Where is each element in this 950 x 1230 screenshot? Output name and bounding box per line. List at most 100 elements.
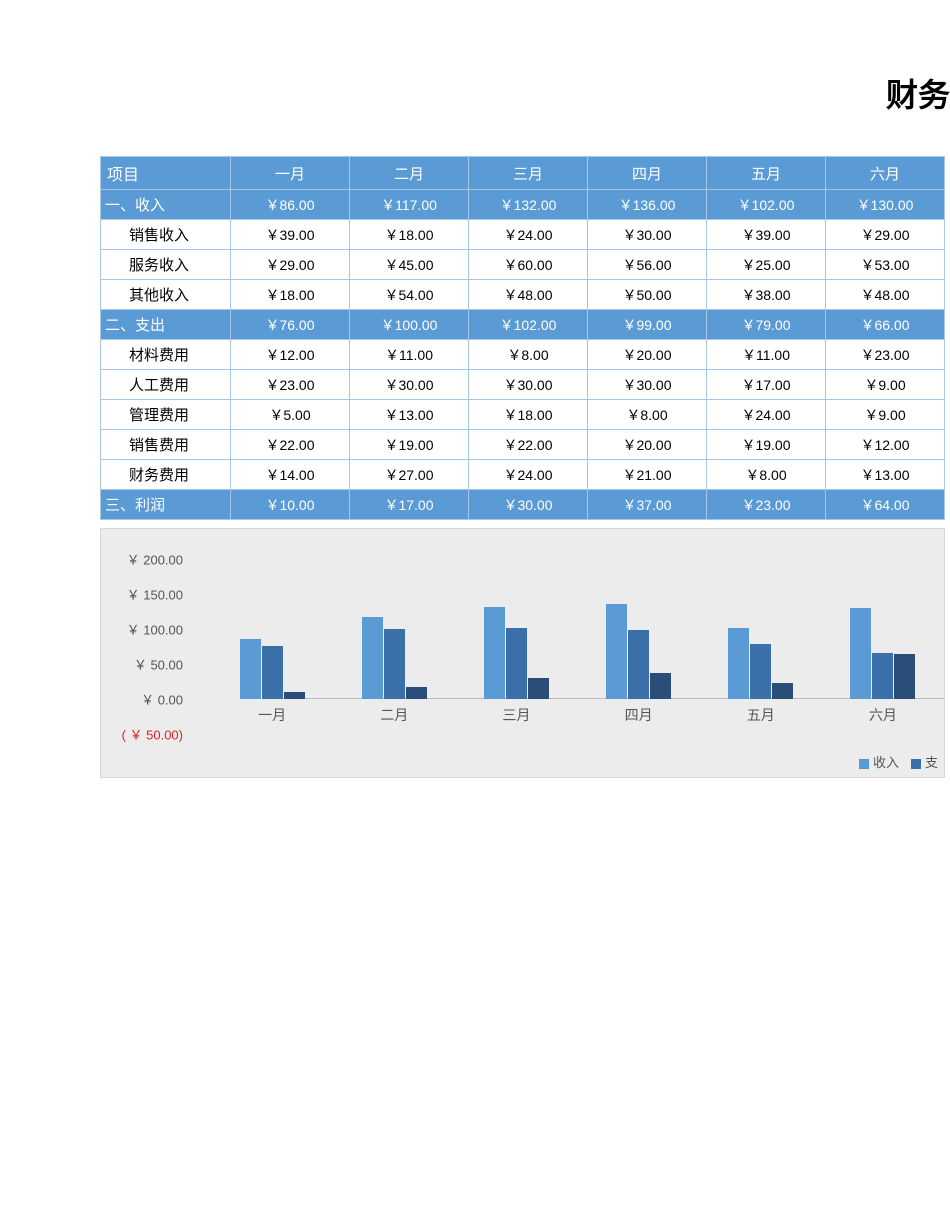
page-title: 财务 bbox=[100, 70, 950, 116]
row-value: ￥18.00 bbox=[231, 280, 350, 310]
section-total: ￥130.00 bbox=[826, 190, 945, 220]
table-header-month: 一月 bbox=[231, 157, 350, 190]
row-value: ￥30.00 bbox=[588, 220, 707, 250]
bar-group bbox=[211, 604, 333, 699]
y-axis-tick: ￥ 150.00 bbox=[127, 585, 183, 604]
financial-table: 项目一月二月三月四月五月六月 一、收入￥86.00￥117.00￥132.00￥… bbox=[100, 156, 945, 520]
legend-item: 支 bbox=[911, 752, 938, 771]
table-row: 其他收入￥18.00￥54.00￥48.00￥50.00￥38.00￥48.00 bbox=[101, 280, 945, 310]
chart-bar bbox=[362, 617, 383, 699]
chart-bar bbox=[850, 608, 871, 699]
row-value: ￥19.00 bbox=[707, 430, 826, 460]
section-total: ￥17.00 bbox=[350, 490, 469, 520]
row-value: ￥48.00 bbox=[826, 280, 945, 310]
bar-group bbox=[700, 604, 822, 699]
section-total: ￥76.00 bbox=[231, 310, 350, 340]
x-axis-label: 三月 bbox=[455, 705, 577, 725]
row-value: ￥30.00 bbox=[588, 370, 707, 400]
row-value: ￥9.00 bbox=[826, 370, 945, 400]
row-value: ￥9.00 bbox=[826, 400, 945, 430]
chart-bar bbox=[484, 607, 505, 699]
chart-bar bbox=[528, 678, 549, 699]
section-total: ￥99.00 bbox=[588, 310, 707, 340]
row-label: 管理费用 bbox=[101, 400, 231, 430]
chart-bar bbox=[262, 646, 283, 699]
table-header-month: 六月 bbox=[826, 157, 945, 190]
row-value: ￥5.00 bbox=[231, 400, 350, 430]
chart-bar bbox=[894, 654, 915, 699]
section-total: ￥37.00 bbox=[588, 490, 707, 520]
row-value: ￥39.00 bbox=[707, 220, 826, 250]
x-axis-label: 六月 bbox=[822, 705, 944, 725]
bar-group bbox=[333, 604, 455, 699]
row-value: ￥20.00 bbox=[588, 430, 707, 460]
row-value: ￥22.00 bbox=[231, 430, 350, 460]
row-value: ￥23.00 bbox=[826, 340, 945, 370]
table-header-month: 二月 bbox=[350, 157, 469, 190]
chart-bar bbox=[284, 692, 305, 699]
section-total: ￥64.00 bbox=[826, 490, 945, 520]
row-value: ￥60.00 bbox=[469, 250, 588, 280]
section-total: ￥30.00 bbox=[469, 490, 588, 520]
chart-bar bbox=[872, 653, 893, 699]
chart-legend: 收入支 bbox=[859, 752, 938, 771]
table-header-month: 三月 bbox=[469, 157, 588, 190]
table-header-month: 四月 bbox=[588, 157, 707, 190]
row-value: ￥12.00 bbox=[826, 430, 945, 460]
row-value: ￥24.00 bbox=[469, 460, 588, 490]
row-value: ￥13.00 bbox=[826, 460, 945, 490]
row-value: ￥30.00 bbox=[350, 370, 469, 400]
section-row-income: 一、收入￥86.00￥117.00￥132.00￥136.00￥102.00￥1… bbox=[101, 190, 945, 220]
row-label: 其他收入 bbox=[101, 280, 231, 310]
y-axis-tick: ￥ 200.00 bbox=[127, 550, 183, 569]
legend-swatch bbox=[911, 759, 921, 769]
section-total: ￥117.00 bbox=[350, 190, 469, 220]
row-label: 服务收入 bbox=[101, 250, 231, 280]
table-row: 人工费用￥23.00￥30.00￥30.00￥30.00￥17.00￥9.00 bbox=[101, 370, 945, 400]
row-value: ￥21.00 bbox=[588, 460, 707, 490]
row-value: ￥18.00 bbox=[469, 400, 588, 430]
y-axis-tick: ￥ 0.00 bbox=[141, 690, 183, 709]
row-value: ￥11.00 bbox=[707, 340, 826, 370]
chart-bar bbox=[728, 628, 749, 699]
row-label: 人工费用 bbox=[101, 370, 231, 400]
chart-bar bbox=[628, 630, 649, 699]
section-row-expense: 二、支出￥76.00￥100.00￥102.00￥99.00￥79.00￥66.… bbox=[101, 310, 945, 340]
x-axis-label: 二月 bbox=[333, 705, 455, 725]
section-total: ￥66.00 bbox=[826, 310, 945, 340]
row-value: ￥18.00 bbox=[350, 220, 469, 250]
section-row-profit: 三、利润￥10.00￥17.00￥30.00￥37.00￥23.00￥64.00 bbox=[101, 490, 945, 520]
x-axis-label: 一月 bbox=[211, 705, 333, 725]
row-value: ￥17.00 bbox=[707, 370, 826, 400]
chart-bar bbox=[406, 687, 427, 699]
section-total: ￥86.00 bbox=[231, 190, 350, 220]
section-label: 二、支出 bbox=[101, 310, 231, 340]
row-value: ￥19.00 bbox=[350, 430, 469, 460]
financial-bar-chart: ￥ 200.00￥ 150.00￥ 100.00￥ 50.00￥ 0.00( ￥… bbox=[100, 528, 945, 778]
row-label: 财务费用 bbox=[101, 460, 231, 490]
chart-bar bbox=[240, 639, 261, 699]
y-axis-tick: ￥ 50.00 bbox=[134, 655, 183, 674]
chart-bar bbox=[506, 628, 527, 699]
table-row: 服务收入￥29.00￥45.00￥60.00￥56.00￥25.00￥53.00 bbox=[101, 250, 945, 280]
row-value: ￥45.00 bbox=[350, 250, 469, 280]
table-row: 财务费用￥14.00￥27.00￥24.00￥21.00￥8.00￥13.00 bbox=[101, 460, 945, 490]
row-value: ￥8.00 bbox=[588, 400, 707, 430]
row-value: ￥20.00 bbox=[588, 340, 707, 370]
row-value: ￥13.00 bbox=[350, 400, 469, 430]
row-value: ￥11.00 bbox=[350, 340, 469, 370]
section-total: ￥79.00 bbox=[707, 310, 826, 340]
chart-bar bbox=[650, 673, 671, 699]
section-total: ￥23.00 bbox=[707, 490, 826, 520]
row-value: ￥22.00 bbox=[469, 430, 588, 460]
table-row: 销售费用￥22.00￥19.00￥22.00￥20.00￥19.00￥12.00 bbox=[101, 430, 945, 460]
row-value: ￥38.00 bbox=[707, 280, 826, 310]
row-value: ￥24.00 bbox=[469, 220, 588, 250]
chart-bar bbox=[772, 683, 793, 699]
x-axis-label: 五月 bbox=[700, 705, 822, 725]
row-value: ￥12.00 bbox=[231, 340, 350, 370]
row-value: ￥29.00 bbox=[231, 250, 350, 280]
chart-bar bbox=[750, 644, 771, 699]
section-label: 三、利润 bbox=[101, 490, 231, 520]
section-total: ￥102.00 bbox=[707, 190, 826, 220]
